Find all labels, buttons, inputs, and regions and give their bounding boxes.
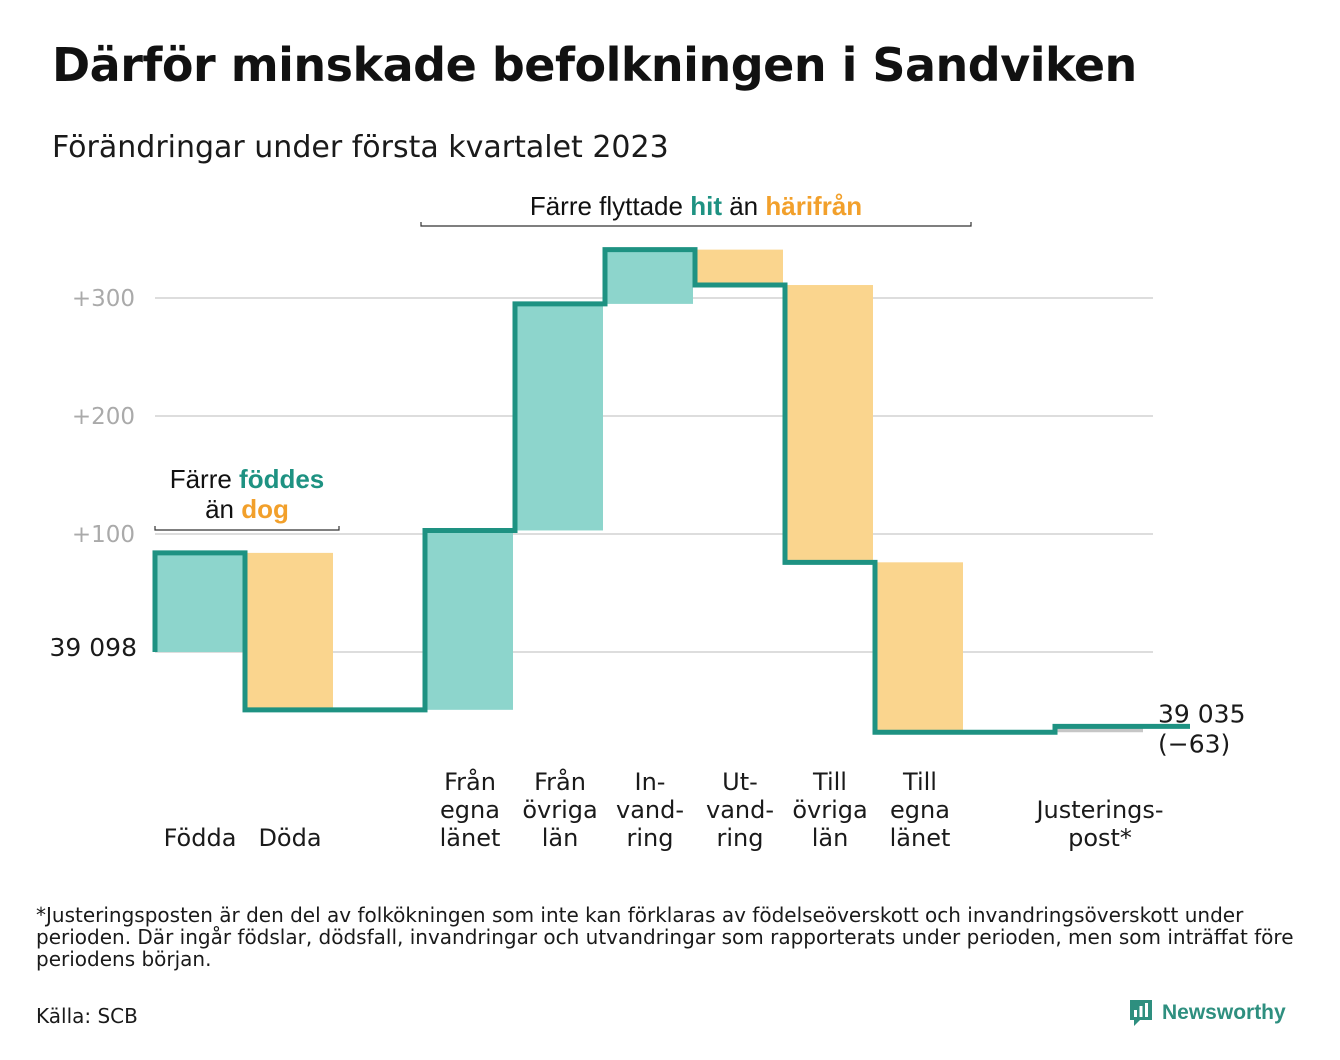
endpoint-labels: 39 098 39 035(−63) [50, 633, 1246, 758]
x-category-label: Ut-vand-ring [706, 768, 774, 852]
y-tick-label: +100 [72, 522, 135, 548]
x-category-label: Till egna länet [890, 768, 951, 852]
end-change-label: (−63) [1158, 729, 1230, 758]
bracket-births-deaths [154, 526, 340, 531]
x-axis-labels: Födda Döda Från egna länet Från övriga län In-va… [164, 767, 1164, 852]
chart-title: Därför minskade befolkningen i Sandviken [52, 38, 1137, 92]
bar-inflow [157, 552, 243, 652]
bar-inflow [517, 303, 603, 531]
running-total-line [152, 247, 1190, 735]
x-category-label: Från egna länet [440, 767, 501, 852]
x-category-label: Justerings-post* [1034, 796, 1163, 852]
y-axis-ticks: +100 +200 +300 [72, 286, 135, 548]
bars [157, 249, 1143, 733]
bar-outflow [247, 552, 333, 710]
x-category-label: Från övriga län [522, 767, 597, 852]
bar-chart-speech-bubble-icon [1130, 1000, 1152, 1026]
x-category-label: Till övriga län [792, 768, 867, 852]
end-value-label: 39 035 [1158, 699, 1245, 728]
bar-inflow [427, 530, 513, 710]
footnote: *Justeringsposten är den del av folkökni… [36, 903, 1294, 971]
logo-text: Newsworthy [1162, 1001, 1286, 1024]
newsworthy-logo: Newsworthy [1128, 998, 1286, 1028]
y-tick-label: +200 [72, 404, 135, 430]
x-category-label: In-vand-ring [616, 768, 684, 852]
bar-outflow [877, 562, 963, 733]
x-category-label: Döda [258, 824, 321, 852]
bar-adjustment [1057, 726, 1143, 733]
bar-inflow [607, 249, 693, 304]
bar-outflow [787, 285, 873, 563]
x-category-label: Födda [164, 824, 237, 852]
source-note: Källa: SCB [36, 1004, 138, 1028]
annotation-births-line2: än dog [205, 494, 289, 524]
y-tick-label: +300 [72, 286, 135, 312]
annotation-migration: Färre flyttade hit än härifrån [530, 191, 862, 221]
annotation-births-line1: Färre föddes [170, 464, 325, 494]
bar-outflow [697, 249, 783, 286]
bracket-migration [420, 222, 972, 227]
start-value-label: 39 098 [50, 633, 137, 662]
chart-subtitle: Förändringar under första kvartalet 2023 [52, 130, 669, 165]
